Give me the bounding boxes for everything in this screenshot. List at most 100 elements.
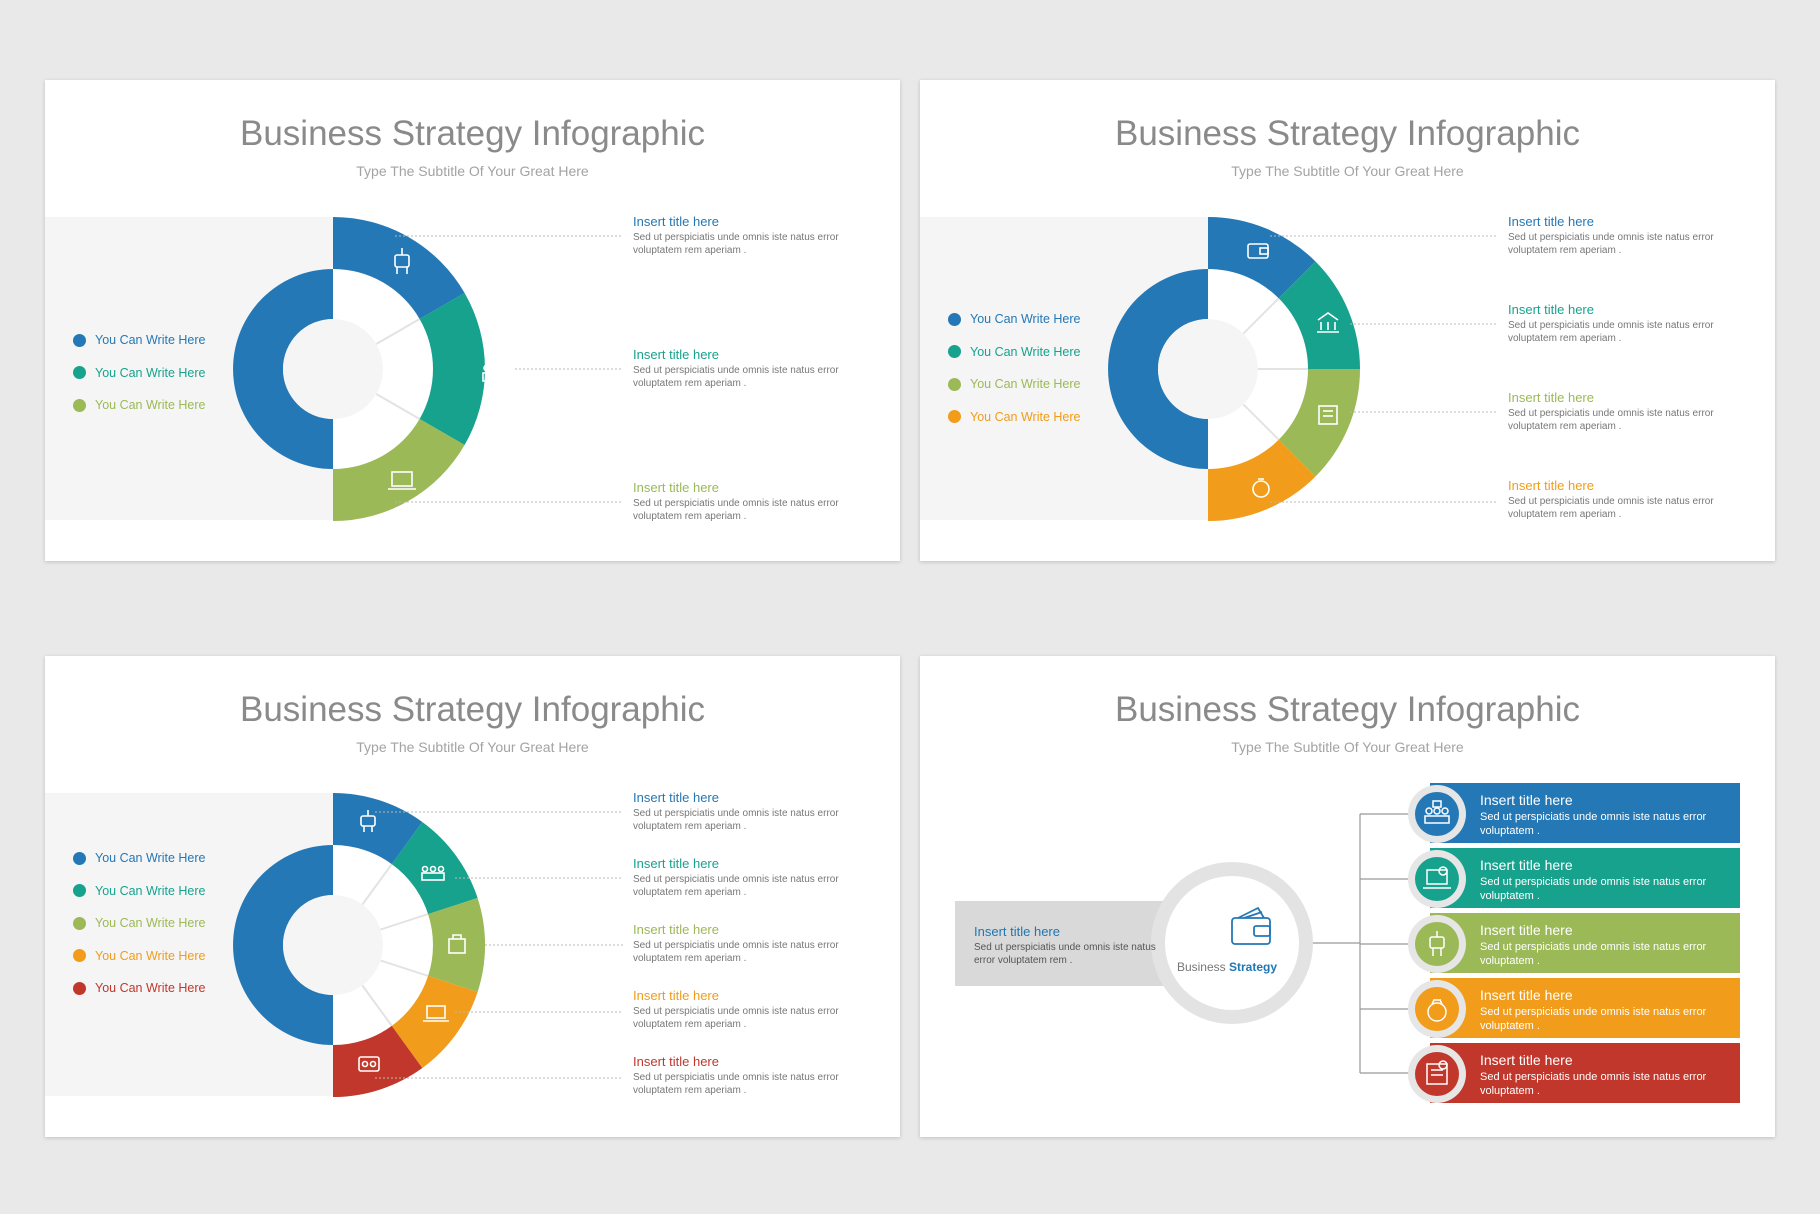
slide-title: Business Strategy Infographic bbox=[1115, 114, 1580, 153]
info-item: Insert title here Sed ut perspiciatis und… bbox=[1508, 478, 1748, 521]
legend-item: You Can Write Here bbox=[73, 875, 205, 908]
money-bag-icon bbox=[1252, 478, 1270, 498]
legend-label: You Can Write Here bbox=[970, 312, 1081, 327]
legend-item: You Can Write Here bbox=[948, 401, 1080, 434]
legend-dot bbox=[73, 851, 86, 865]
bar-title: Insert title here bbox=[1480, 922, 1573, 938]
slide-subtitle: Type The Subtitle Of Your Great Here bbox=[1231, 163, 1464, 179]
legend-item: You Can Write Here bbox=[73, 940, 205, 973]
legend: You Can Write Here You Can Write Here Yo… bbox=[73, 842, 205, 1005]
segment-5 bbox=[333, 1025, 423, 1097]
donut-chart bbox=[233, 793, 623, 1097]
info-item: Insert title here Sed ut perspiciatis und… bbox=[633, 1054, 873, 1097]
info-title: Insert title here bbox=[633, 988, 719, 1003]
legend-label: You Can Write Here bbox=[970, 377, 1081, 392]
legend-dot bbox=[73, 884, 86, 898]
bar-desc: Sed ut perspiciatis unde omnis iste natu… bbox=[1480, 1071, 1707, 1097]
slide-subtitle: Type The Subtitle Of Your Great Here bbox=[356, 163, 589, 179]
strategy-bar-2: Insert title here Sed ut perspiciatis un… bbox=[1430, 848, 1740, 908]
legend: You Can Write Here You Can Write Here Yo… bbox=[73, 324, 205, 422]
legend-dot bbox=[73, 333, 86, 347]
info-item: Insert title here Sed ut perspiciatis und… bbox=[1508, 302, 1748, 345]
center-label-bold: Strategy bbox=[1229, 960, 1278, 974]
slide-2[interactable]: Business Strategy Infographic Type The S… bbox=[920, 80, 1775, 561]
info-item: Insert title here Sed ut perspiciatis und… bbox=[633, 856, 873, 899]
laptop-icon bbox=[388, 471, 416, 490]
bag-icon bbox=[448, 934, 466, 954]
team-icon bbox=[1424, 800, 1450, 824]
legend-item: You Can Write Here bbox=[948, 303, 1080, 336]
legend-dot bbox=[73, 949, 86, 963]
bar-title: Insert title here bbox=[1480, 1052, 1573, 1068]
slide-subtitle: Type The Subtitle Of Your Great Here bbox=[356, 739, 589, 755]
legend-item: You Can Write Here bbox=[73, 842, 205, 875]
info-desc: Sed ut perspiciatis unde omnis iste natu… bbox=[633, 1006, 839, 1030]
slide-subtitle: Type The Subtitle Of Your Great Here bbox=[1231, 739, 1464, 755]
bar-desc: Sed ut perspiciatis unde omnis iste natu… bbox=[1480, 1006, 1707, 1032]
segment-2 bbox=[1278, 261, 1360, 369]
donut-hole bbox=[283, 319, 383, 419]
segment-4 bbox=[391, 975, 478, 1068]
info-title: Insert title here bbox=[633, 1054, 719, 1069]
bar-icon-circle bbox=[1408, 980, 1466, 1038]
legend: You Can Write Here You Can Write Here Yo… bbox=[948, 303, 1080, 433]
legend-label: You Can Write Here bbox=[970, 344, 1081, 359]
legend-item: You Can Write Here bbox=[73, 907, 205, 940]
segment-1 bbox=[333, 217, 465, 319]
info-item: Insert title here Sed ut perspiciatis und… bbox=[633, 480, 873, 523]
segment-3 bbox=[333, 419, 465, 521]
info-title: Insert title here bbox=[633, 480, 719, 495]
slide-3[interactable]: Business Strategy Infographic Type The S… bbox=[45, 656, 900, 1137]
info-desc: Sed ut perspiciatis unde omnis iste natu… bbox=[633, 232, 839, 256]
legend-dot bbox=[948, 410, 961, 424]
info-desc: Sed ut perspiciatis unde omnis iste natu… bbox=[633, 808, 839, 832]
donut-left-half bbox=[233, 269, 333, 469]
laptop-icon bbox=[423, 1005, 449, 1022]
info-title: Insert title here bbox=[633, 214, 719, 229]
legend-label: You Can Write Here bbox=[95, 948, 206, 963]
info-desc: Sed ut perspiciatis unde omnis iste natu… bbox=[633, 874, 839, 898]
connector-lines bbox=[1305, 813, 1410, 1074]
legend-dot bbox=[948, 377, 961, 391]
info-item: Insert title here Sed ut perspiciatis und… bbox=[633, 214, 873, 257]
info-item: Insert title here Sed ut perspiciatis und… bbox=[1508, 390, 1748, 433]
legend-label: You Can Write Here bbox=[95, 851, 206, 866]
legend-dot bbox=[948, 345, 961, 359]
info-title: Insert title here bbox=[633, 856, 719, 871]
robot-icon bbox=[360, 810, 376, 832]
segment-2 bbox=[419, 293, 485, 445]
info-item: Insert title here Sed ut perspiciatis und… bbox=[633, 790, 873, 833]
donut-left-half bbox=[233, 845, 333, 1045]
info-desc: Sed ut perspiciatis unde omnis iste natu… bbox=[1508, 232, 1714, 256]
bar-title: Insert title here bbox=[1480, 792, 1573, 808]
legend-dot bbox=[73, 366, 86, 380]
info-desc: Sed ut perspiciatis unde omnis iste natu… bbox=[633, 940, 839, 964]
slide-title: Business Strategy Infographic bbox=[1115, 690, 1580, 729]
wallet-icon bbox=[1231, 906, 1271, 945]
donut-hole bbox=[1158, 319, 1258, 419]
info-desc: Sed ut perspiciatis unde omnis iste natu… bbox=[1508, 496, 1714, 520]
bar-desc: Sed ut perspiciatis unde omnis iste natu… bbox=[1480, 941, 1707, 967]
bar-desc: Sed ut perspiciatis unde omnis iste natu… bbox=[1480, 876, 1707, 902]
info-title: Insert title here bbox=[1508, 390, 1594, 405]
slide-1[interactable]: Business Strategy Infographic Type The S… bbox=[45, 80, 900, 561]
info-item: Insert title here Sed ut perspiciatis und… bbox=[633, 922, 873, 965]
center-label: Business Strategy bbox=[1172, 960, 1282, 974]
donut-chart bbox=[1108, 217, 1498, 521]
legend-label: You Can Write Here bbox=[95, 981, 206, 996]
bar-desc: Sed ut perspiciatis unde omnis iste natu… bbox=[1480, 811, 1707, 837]
left-title: Insert title here bbox=[974, 924, 1060, 939]
inner-ring bbox=[333, 269, 433, 469]
segment-1 bbox=[333, 793, 423, 865]
info-title: Insert title here bbox=[1508, 478, 1594, 493]
bar-icon-circle bbox=[1408, 915, 1466, 973]
bank-icon bbox=[1317, 312, 1339, 333]
info-title: Insert title here bbox=[633, 347, 719, 362]
legend-item: You Can Write Here bbox=[948, 368, 1080, 401]
legend-item: You Can Write Here bbox=[73, 324, 205, 357]
money-bag-icon bbox=[1427, 999, 1447, 1022]
inner-ring bbox=[333, 845, 433, 1045]
info-desc: Sed ut perspiciatis unde omnis iste natu… bbox=[633, 498, 839, 522]
slide-4[interactable]: Business Strategy Infographic Type The S… bbox=[920, 656, 1775, 1137]
legend-item: You Can Write Here bbox=[73, 972, 205, 1005]
